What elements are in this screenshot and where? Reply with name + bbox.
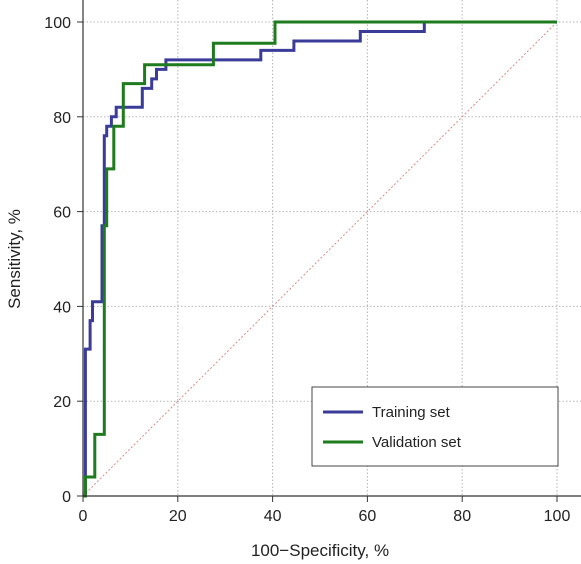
legend-box — [311, 386, 559, 467]
x-tick-label: 40 — [264, 508, 282, 525]
y-tick-label: 80 — [53, 110, 71, 127]
x-tick-label: 0 — [79, 508, 88, 525]
tick-labels: 0 20 40 60 80 100 0 20 40 60 80 100 — [44, 15, 570, 525]
series-line-training — [83, 20, 557, 498]
x-axis-title: 100−Specificity, % — [251, 541, 389, 560]
legend-label: Validation set — [372, 434, 462, 451]
series-lines — [82, 20, 558, 498]
y-tick-label: 40 — [53, 299, 71, 316]
y-tick-label: 100 — [44, 15, 71, 32]
x-tick-label: 60 — [359, 508, 377, 525]
legend-label: Training set — [372, 404, 451, 421]
x-tick-label: 20 — [169, 508, 187, 525]
x-tick-label: 100 — [544, 508, 571, 525]
series-line-validation — [83, 20, 557, 498]
axes — [77, 0, 581, 502]
y-tick-label: 60 — [53, 205, 71, 222]
legend: Training set Validation set — [311, 386, 559, 467]
x-tick-label: 80 — [453, 508, 471, 525]
y-axis-title: Sensitivity, % — [5, 209, 24, 309]
y-tick-label: 20 — [53, 394, 71, 411]
y-tick-label: 0 — [62, 489, 71, 506]
